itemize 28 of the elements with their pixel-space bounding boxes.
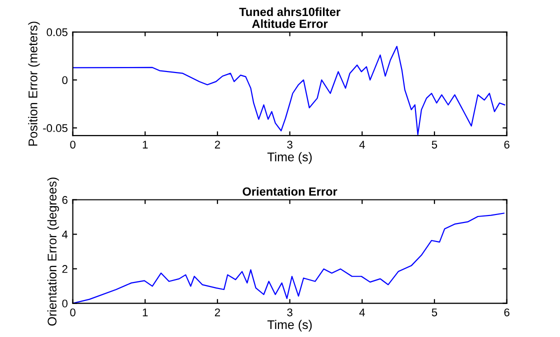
x-axis-title: Time (s) — [267, 320, 312, 332]
x-axis-title: Time (s) — [267, 152, 312, 164]
x-tick-label: 0 — [70, 308, 76, 316]
y-tick-label: 4 — [62, 230, 68, 238]
x-tick-label: 2 — [214, 308, 220, 316]
y-tick-label: 0 — [62, 76, 68, 84]
y-tick-label: 2 — [62, 265, 68, 273]
y-axis-title: Position Error (meters) — [28, 22, 40, 146]
y-tick-label: 0.05 — [46, 28, 68, 36]
y-axis-title: Orientation Error (degrees) — [47, 178, 59, 326]
y-tick-label: 0 — [62, 300, 68, 308]
x-tick-label: 5 — [432, 308, 438, 316]
x-tick-label: 6 — [504, 308, 510, 316]
x-tick-label: 3 — [287, 140, 292, 149]
chart-title: Tuned ahrs10filter Altitude Error — [239, 7, 340, 28]
x-tick-label: 1 — [142, 308, 148, 316]
x-tick-label: 2 — [214, 140, 220, 148]
x-tick-label: 5 — [432, 140, 438, 149]
x-tick-label: 4 — [359, 140, 365, 148]
y-tick-label: -0.05 — [43, 124, 68, 132]
x-tick-label: 0 — [70, 140, 76, 149]
chart-title: Orientation Error — [242, 187, 338, 196]
y-tick-label: 6 — [62, 196, 68, 204]
x-tick-label: 4 — [359, 308, 365, 316]
x-tick-label: 6 — [504, 140, 510, 149]
x-tick-label: 3 — [287, 308, 292, 316]
x-tick-label: 1 — [142, 140, 148, 148]
line-series — [72, 212, 504, 304]
